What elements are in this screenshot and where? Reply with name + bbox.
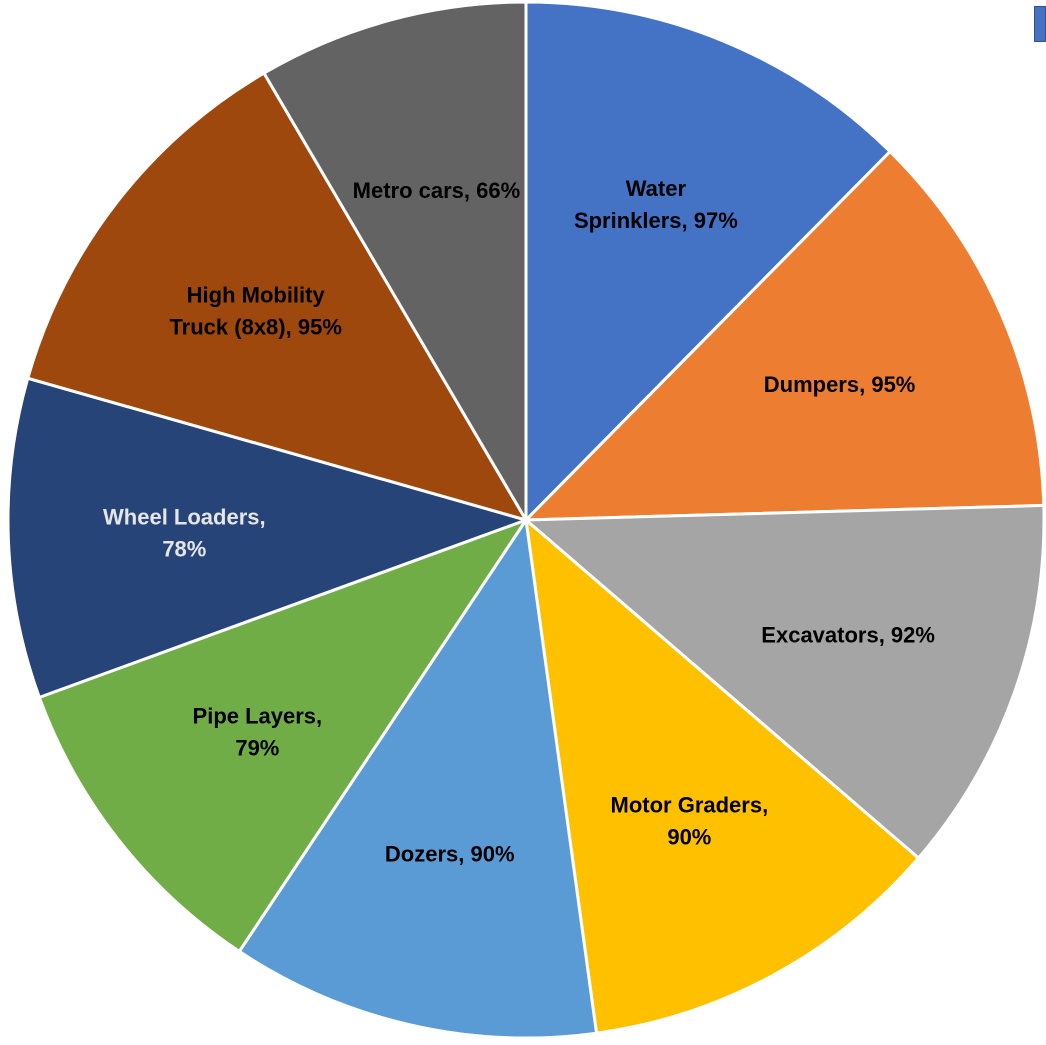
- pie-slice: [25, 71, 530, 523]
- slice-label: Excavators, 92%: [761, 622, 935, 647]
- slice-label-line: 78%: [162, 536, 206, 561]
- slice-label: Wheel Loaders, 78%: [103, 504, 266, 561]
- slice-label-line: Metro cars, 66%: [353, 178, 521, 203]
- slice-label: Dozers, 90%: [385, 841, 515, 866]
- slice-label-line: Dozers, 90%: [385, 841, 515, 866]
- slice-label-line: Excavators, 92%: [761, 622, 935, 647]
- slice-label-line: High Mobility: [187, 283, 326, 308]
- pie-slice: [37, 517, 530, 954]
- slice-label: High Mobility Truck (8x8), 95%: [169, 283, 341, 340]
- slice-label-line: 90%: [667, 824, 711, 849]
- legend-swatch-fragment: [1034, 6, 1046, 42]
- pie-slice: [6, 376, 531, 700]
- slice-label-line: Dumpers, 95%: [764, 372, 916, 397]
- slice-label: Pipe Layers, 79%: [193, 703, 323, 760]
- slice-label-line: Motor Graders,: [611, 792, 769, 817]
- pie-slice: [237, 515, 599, 1040]
- slice-label-line: Sprinklers, 97%: [574, 208, 738, 233]
- slice-label-line: Wheel Loaders,: [103, 504, 266, 529]
- slice-label-line: 79%: [235, 735, 279, 760]
- slice-label: Dumpers, 95%: [764, 372, 916, 397]
- pie-slices: [6, 0, 1046, 1040]
- slice-label-line: Pipe Layers,: [193, 703, 323, 728]
- pie-labels: Water Sprinklers, 97% Dumpers, 95% Excavato…: [103, 176, 935, 867]
- pie-slice: [524, 0, 893, 524]
- slice-label: Metro cars, 66%: [353, 178, 521, 203]
- slice-label-line: Water: [626, 176, 687, 201]
- slice-label: Motor Graders, 90%: [611, 792, 769, 849]
- pie-slice: [523, 516, 921, 1035]
- slice-label-line: Truck (8x8), 95%: [169, 315, 341, 340]
- pie-slice: [522, 149, 1046, 522]
- pie-slice: [522, 503, 1046, 861]
- slice-label: Water Sprinklers, 97%: [574, 176, 738, 233]
- pie-slice: [261, 0, 528, 526]
